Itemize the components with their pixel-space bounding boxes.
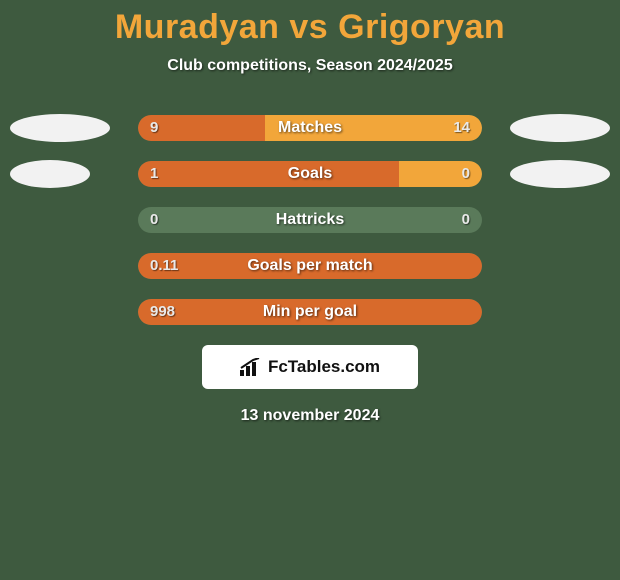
stat-value-left: 9 bbox=[150, 115, 158, 141]
player-right-oval bbox=[510, 160, 610, 188]
stat-row: 0.11Goals per match bbox=[0, 253, 620, 279]
stat-value-left: 998 bbox=[150, 299, 175, 325]
stat-bar-fill-right bbox=[265, 115, 482, 141]
player-left-oval bbox=[10, 114, 110, 142]
stat-value-left: 0 bbox=[150, 207, 158, 233]
date-text: 13 november 2024 bbox=[0, 407, 620, 425]
stat-value-left: 0.11 bbox=[150, 253, 178, 279]
stat-value-right: 0 bbox=[462, 161, 470, 187]
logo-text: FcTables.com bbox=[268, 357, 380, 377]
subtitle: Club competitions, Season 2024/2025 bbox=[0, 57, 620, 75]
stat-bar-track bbox=[138, 161, 482, 187]
stat-value-right: 0 bbox=[462, 207, 470, 233]
stat-row: 10Goals bbox=[0, 161, 620, 187]
chart-icon bbox=[240, 358, 262, 376]
player-left-oval bbox=[10, 160, 90, 188]
stat-bar-track bbox=[138, 253, 482, 279]
stats-bars-area: 914Matches10Goals00Hattricks0.11Goals pe… bbox=[0, 115, 620, 325]
infographic-container: Muradyan vs Grigoryan Club competitions,… bbox=[0, 0, 620, 580]
stat-bar-fill-left bbox=[138, 299, 482, 325]
stat-bar-fill-left bbox=[138, 253, 482, 279]
stat-bar-track bbox=[138, 299, 482, 325]
stat-row: 914Matches bbox=[0, 115, 620, 141]
page-title: Muradyan vs Grigoryan bbox=[0, 0, 620, 47]
stat-bar-track bbox=[138, 207, 482, 233]
stat-bar-fill-left bbox=[138, 161, 399, 187]
stat-row: 998Min per goal bbox=[0, 299, 620, 325]
stat-value-right: 14 bbox=[453, 115, 470, 141]
player-right-oval bbox=[510, 114, 610, 142]
stat-value-left: 1 bbox=[150, 161, 158, 187]
stat-row: 00Hattricks bbox=[0, 207, 620, 233]
logo-box: FcTables.com bbox=[202, 345, 418, 389]
stat-bar-track bbox=[138, 115, 482, 141]
